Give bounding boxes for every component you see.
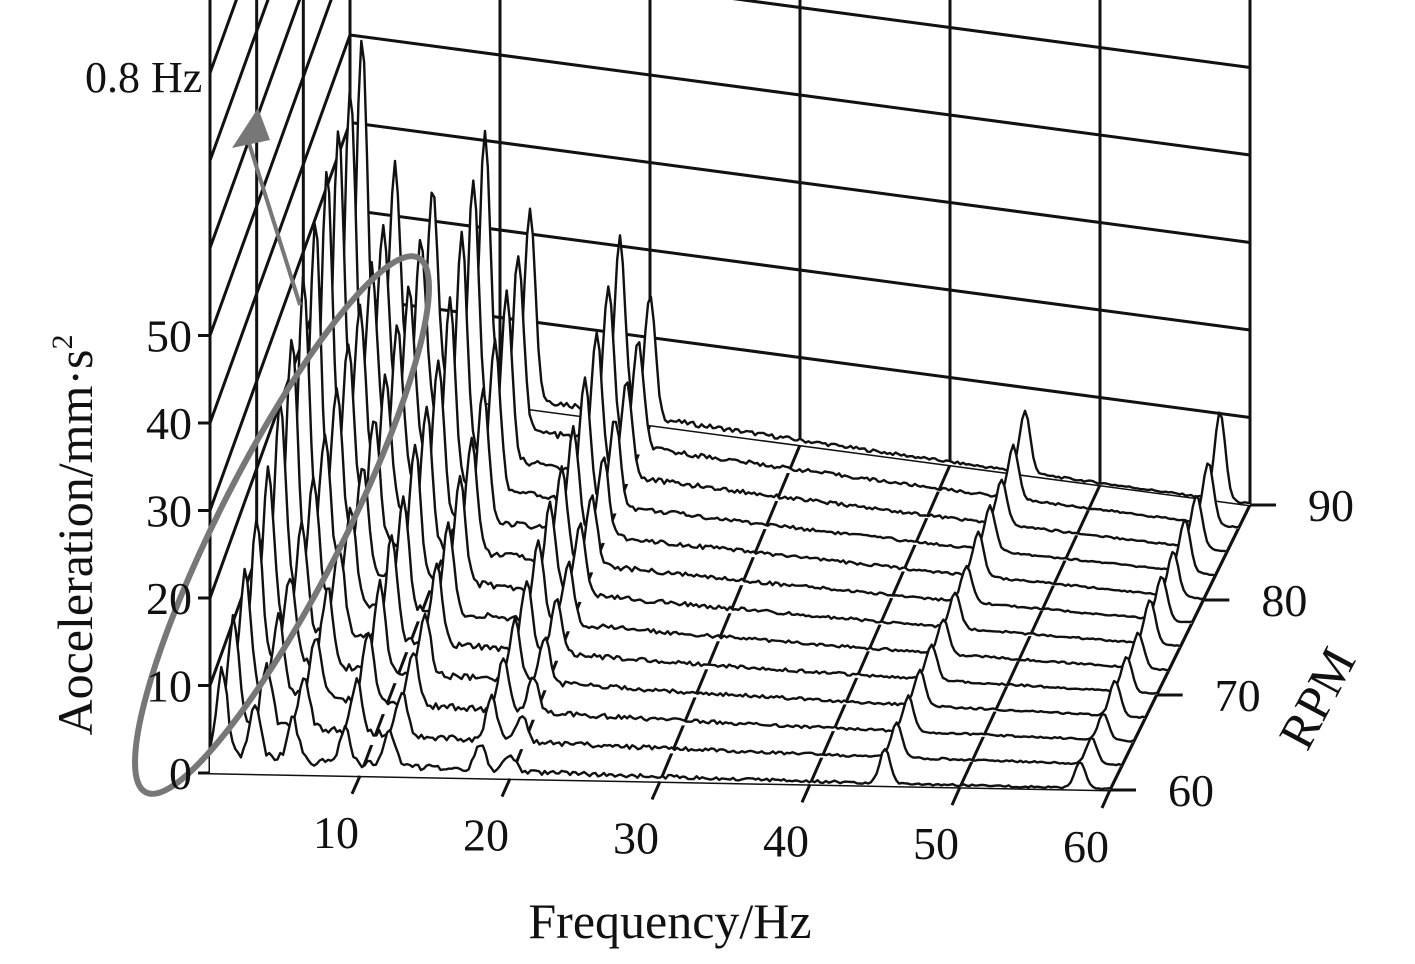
spectrum-fill bbox=[303, 223, 1204, 600]
spectrum-line bbox=[290, 276, 1192, 624]
x-tick bbox=[1100, 789, 1112, 809]
annotation-layer: 0.8 Hz bbox=[85, 53, 432, 797]
y-tick-label: 30 bbox=[146, 486, 192, 537]
highlight-ellipse bbox=[132, 253, 432, 797]
floor-gridline bbox=[508, 424, 652, 780]
z-tick-label: 80 bbox=[1261, 575, 1307, 626]
spectrum-fill bbox=[338, 92, 1239, 529]
side-wall-gridline bbox=[208, 34, 352, 424]
side-wall-gridline bbox=[208, 0, 302, 249]
spectrum-fill bbox=[256, 466, 1157, 695]
spectrum-line bbox=[313, 170, 1216, 577]
spectrum-fill bbox=[233, 568, 1134, 743]
side-wall-gridline bbox=[208, 0, 238, 74]
annotation-label: 0.8 Hz bbox=[85, 53, 202, 102]
spectrum-fill bbox=[221, 615, 1122, 767]
spectrum-fill bbox=[350, 40, 1250, 506]
side-wall-gridline bbox=[208, 0, 270, 162]
x-tick bbox=[650, 780, 662, 801]
x-tick bbox=[800, 783, 812, 803]
x-axis-label: Frequency/Hz bbox=[528, 893, 811, 949]
spectrum-fill bbox=[245, 520, 1145, 719]
spectrum-fill bbox=[315, 172, 1215, 577]
spectrum-line bbox=[267, 398, 1169, 672]
side-wall-gridline bbox=[208, 0, 333, 337]
z-tick-label: 60 bbox=[1168, 765, 1214, 816]
z-tick-label: 70 bbox=[1215, 670, 1261, 721]
y-tick-label: 50 bbox=[146, 311, 192, 362]
spectrum-fill bbox=[268, 399, 1169, 672]
annotation-arrow-head bbox=[232, 108, 270, 148]
spectrum-line bbox=[220, 613, 1123, 767]
y-axis-label-superscript: 2 bbox=[46, 335, 79, 350]
label-layer: Frequency/Hz Aoceleration/mm·s2 RPM 0 10 2… bbox=[46, 311, 1367, 950]
spectrum-fill bbox=[326, 131, 1227, 553]
spectrum-fill bbox=[291, 277, 1192, 624]
annotation-arrow-line bbox=[246, 139, 302, 306]
x-tick-label: 20 bbox=[463, 810, 509, 861]
spectrum-line bbox=[208, 665, 1111, 791]
y-tick-label: 0 bbox=[169, 748, 192, 799]
series-layer bbox=[208, 39, 1251, 791]
y-axis-label-text: Aoceleration/mm·s bbox=[47, 350, 103, 736]
y-tick-label: 20 bbox=[146, 573, 192, 624]
x-tick bbox=[350, 775, 362, 795]
x-tick-label: 10 bbox=[313, 807, 359, 858]
y-axis-label: Aoceleration/mm·s2 bbox=[46, 335, 103, 736]
spectrum-line bbox=[232, 567, 1134, 743]
x-tick-label: 60 bbox=[1063, 821, 1109, 872]
spectrum-line bbox=[243, 518, 1146, 719]
spectrum-fill bbox=[280, 340, 1180, 648]
x-tick-label: 40 bbox=[763, 815, 809, 866]
z-tick-label: 90 bbox=[1308, 480, 1354, 531]
y-tick-label: 40 bbox=[146, 398, 192, 449]
x-tick-label: 30 bbox=[613, 813, 659, 864]
y-tick-label: 10 bbox=[146, 661, 192, 712]
spectrum-line bbox=[255, 465, 1157, 695]
x-tick bbox=[950, 786, 962, 806]
z-axis-label: RPM bbox=[1267, 638, 1366, 758]
spectrum-line bbox=[302, 222, 1204, 601]
spectrum-line bbox=[278, 338, 1181, 648]
spectrum-fill bbox=[210, 667, 1110, 790]
x-tick-label: 50 bbox=[913, 818, 959, 869]
x-tick bbox=[500, 778, 512, 798]
